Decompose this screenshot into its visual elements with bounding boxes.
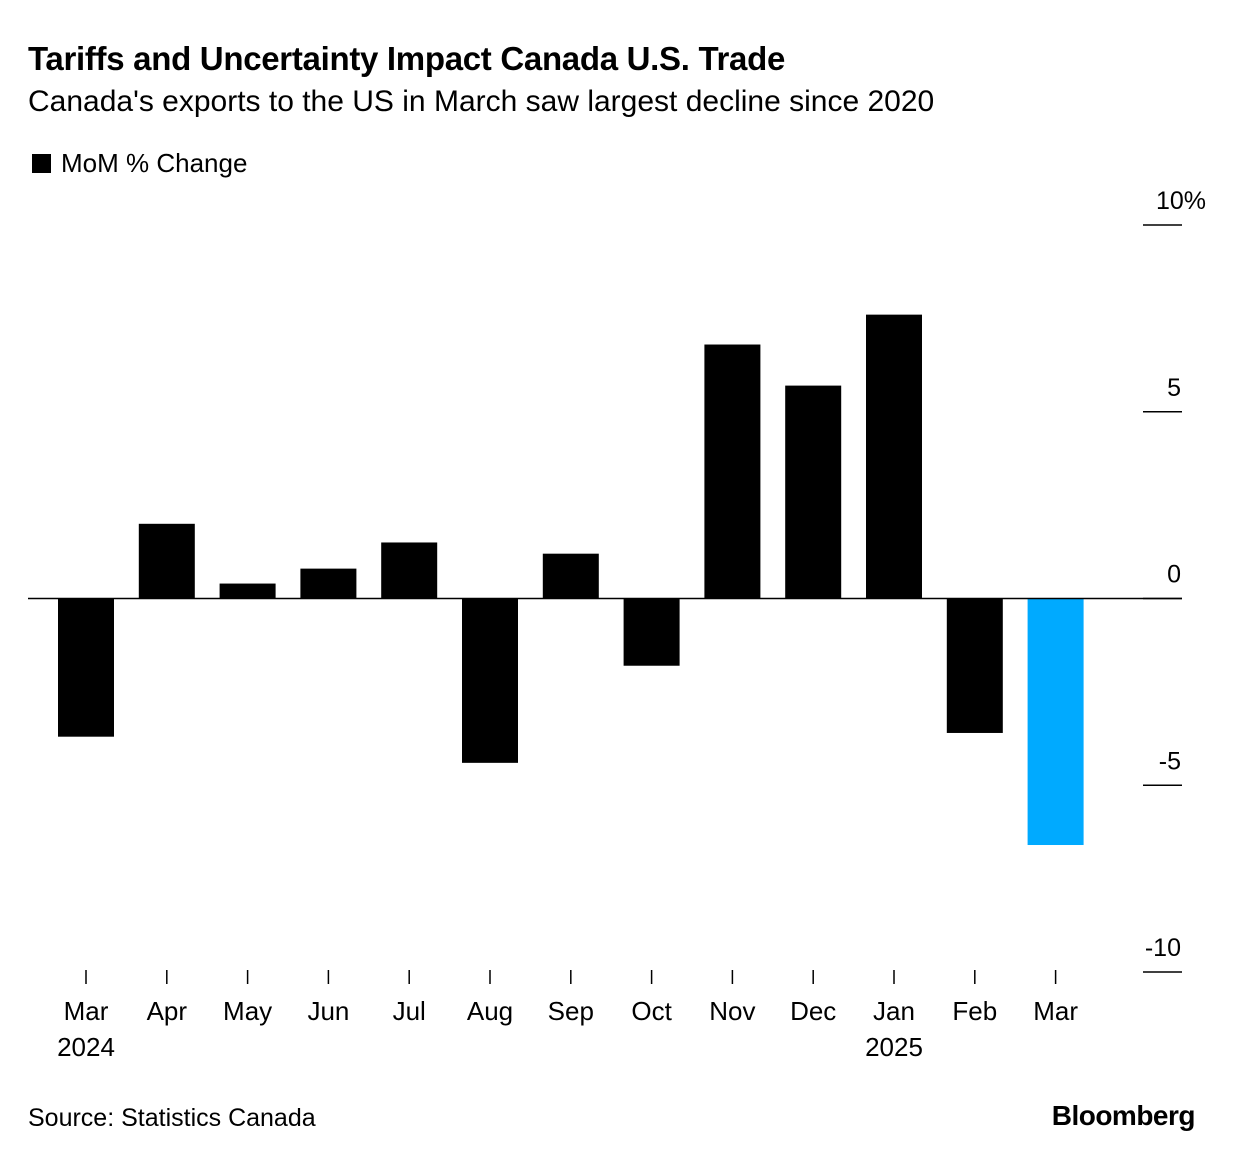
legend-swatch: [32, 154, 51, 173]
x-tick-label: May: [223, 996, 272, 1026]
x-tick-label: Mar: [64, 996, 109, 1026]
bar: [58, 598, 114, 737]
x-year-label: 2025: [865, 1032, 923, 1062]
x-tick-label: Jul: [393, 996, 426, 1026]
legend: MoM % Change: [32, 148, 247, 179]
x-tick-label: Dec: [790, 996, 836, 1026]
legend-label: MoM % Change: [61, 148, 248, 178]
bar: [300, 568, 357, 599]
y-tick-label: 5: [1167, 374, 1181, 402]
bar: [785, 385, 842, 599]
x-tick-label: Apr: [147, 996, 188, 1026]
bar: [866, 314, 922, 599]
y-tick-label: 10%: [1156, 187, 1206, 215]
source-note: Source: Statistics Canada: [28, 1104, 316, 1132]
bar: [704, 344, 761, 599]
bar: [138, 523, 195, 599]
x-tick-label: Aug: [467, 996, 513, 1026]
chart-subtitle: Canada's exports to the US in March saw …: [28, 85, 935, 118]
chart-title: Tariffs and Uncertainty Impact Canada U.…: [28, 40, 786, 77]
y-tick-label: -5: [1159, 747, 1181, 775]
bar: [946, 598, 1003, 733]
bar: [381, 542, 438, 599]
bar: [1027, 598, 1084, 846]
y-tick-label: 0: [1167, 561, 1181, 589]
bar-chart: 10% 5 0 -5 -10 Mar 2024 Apr May Jun Jul Aug Sep Oct No…: [28, 187, 1206, 1062]
x-tick-label: Sep: [548, 996, 594, 1026]
x-tick-label: Mar: [1033, 996, 1078, 1026]
x-year-label: 2024: [57, 1032, 115, 1062]
y-tick-label: -10: [1145, 934, 1181, 962]
brand-logo: Bloomberg: [1051, 1100, 1196, 1131]
bar: [542, 553, 599, 599]
x-tick-label: Feb: [952, 996, 997, 1026]
bar: [623, 598, 680, 666]
bar: [219, 583, 276, 599]
x-tick-label: Oct: [631, 996, 672, 1026]
bar: [462, 598, 518, 763]
x-tick-label: Jan: [873, 996, 915, 1026]
x-tick-label: Jun: [307, 996, 349, 1026]
x-tick-label: Nov: [709, 996, 755, 1026]
